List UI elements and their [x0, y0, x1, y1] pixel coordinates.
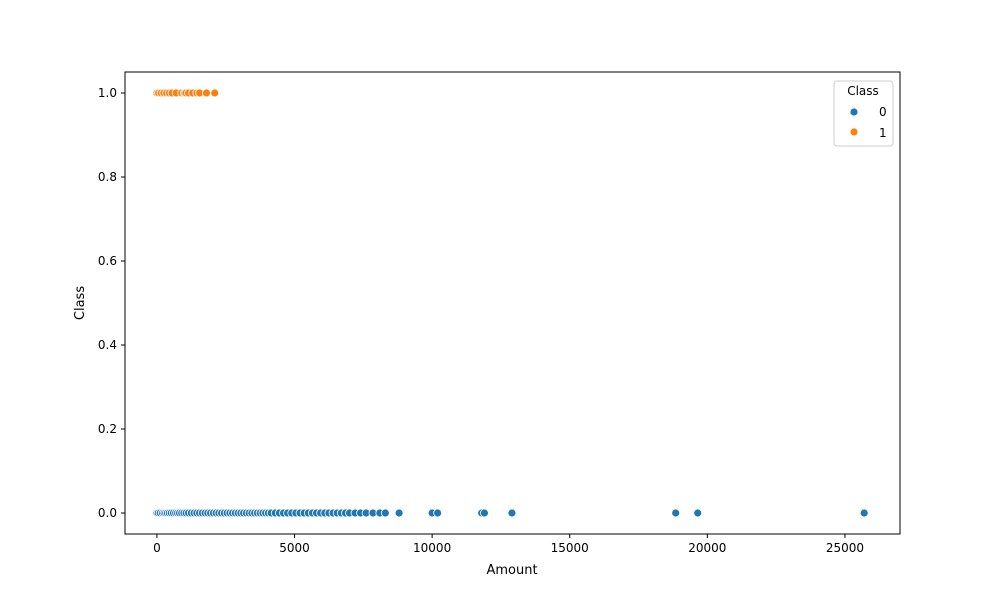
y-tick-label: 0.8	[98, 170, 117, 184]
legend-marker-1	[849, 127, 859, 137]
legend-label-0: 0	[879, 105, 887, 119]
scatter-point-class-0	[433, 508, 443, 518]
y-axis-ticks: 0.0 0.2 0.4 0.6 0.8 1.0	[98, 86, 125, 520]
y-tick-label: 0.4	[98, 338, 117, 352]
scatter-point-class-0	[380, 508, 390, 518]
y-tick-label: 0.2	[98, 422, 117, 436]
plot-frame	[124, 71, 901, 535]
scatter-point-class-1	[202, 88, 211, 98]
scatter-point-class-1	[210, 88, 220, 98]
legend: Class 0 1	[833, 80, 894, 147]
y-tick-label: 0.6	[98, 254, 117, 268]
y-tick-label: 0.0	[98, 506, 117, 520]
scatter-point-class-0	[859, 508, 869, 518]
y-axis-label: Class	[73, 286, 88, 320]
legend-title: Class	[847, 84, 879, 98]
x-axis-ticks: 0 5000 10000 15000 20000 25000	[153, 534, 864, 555]
legend-box	[833, 80, 894, 147]
legend-marker-0	[849, 107, 859, 117]
scatter-point-class-0	[394, 508, 404, 518]
x-tick-label: 15000	[551, 541, 589, 555]
x-tick-label: 20000	[688, 541, 726, 555]
y-tick-label: 1.0	[98, 86, 117, 100]
scatter-point-class-0	[507, 508, 517, 518]
scatter-point-class-0	[671, 508, 681, 518]
x-tick-label: 25000	[826, 541, 864, 555]
x-tick-label: 5000	[279, 541, 310, 555]
x-tick-label: 10000	[413, 541, 451, 555]
x-axis-label: Amount	[486, 563, 537, 578]
legend-label-1: 1	[879, 126, 887, 140]
plot-area	[125, 72, 900, 534]
data-points	[152, 88, 869, 518]
scatter-point-class-0	[480, 508, 489, 518]
scatter-point-class-0	[693, 508, 703, 518]
x-tick-label: 0	[153, 541, 161, 555]
